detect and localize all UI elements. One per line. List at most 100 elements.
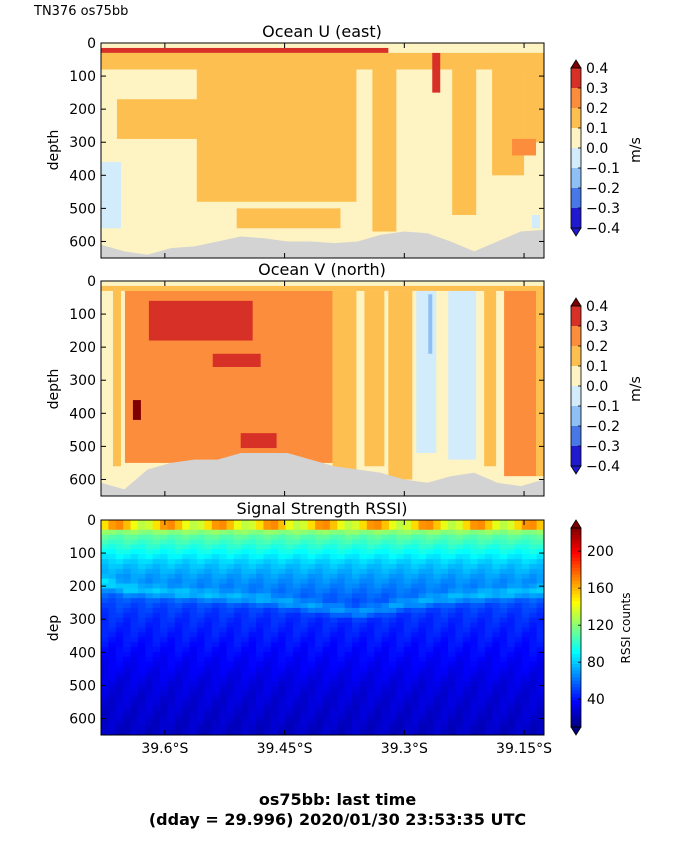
rssi-cell [425,529,434,536]
rssi-cell [440,695,449,702]
rssi-cell [388,559,397,565]
rssi-cell [189,520,198,526]
rssi-cell [241,730,250,735]
rssi-cell [123,676,132,682]
rssi-cell [381,642,390,648]
rssi-cell [278,617,287,624]
rssi-cell [278,583,287,590]
rssi-cell [359,622,368,629]
rssi-cell [270,725,279,731]
rssi-cell [381,681,390,687]
colorbar-label: m/s [628,376,644,402]
rssi-cell [292,720,301,726]
rssi-cell [418,544,427,550]
rssi-cell [514,647,523,653]
rssi-cell [115,578,124,585]
rssi-cell [455,573,464,580]
rssi-cell [477,563,486,570]
chart-title: Ocean V (north) [258,260,386,279]
rssi-cell [233,534,242,541]
rssi-cell [108,593,117,599]
rssi-cell [256,583,265,590]
rssi-cell [462,725,471,731]
rssi-cell [233,559,242,565]
rssi-cell [292,524,301,531]
rssi-cell [359,661,368,668]
rssi-cell [211,622,220,629]
rssi-cell [418,598,427,604]
rssi-cell [418,568,427,575]
rssi-cell [477,598,486,604]
rssi-cell [337,686,346,692]
rssi-cell [484,559,493,565]
rssi-cell [514,710,523,717]
rssi-cell [477,617,486,624]
rssi-cell [152,549,161,555]
rssi-cell [462,578,471,585]
rssi-cell [137,656,146,663]
rssi-cell [123,642,132,648]
rssi-cell [123,583,132,590]
rssi-cell [536,700,544,707]
rssi-cell [270,686,279,692]
rssi-cell [329,603,338,609]
rssi-cell [484,573,493,580]
rssi-cell [256,578,265,585]
rssi-cell [329,563,338,570]
rssi-cell [396,730,405,735]
rssi-cell [448,559,456,565]
rssi-cell [226,651,235,658]
rssi-cell [256,700,265,707]
rssi-cell [211,691,220,697]
rssi-cell [263,529,272,536]
rssi-cell [337,617,346,624]
rssi-cell [322,544,331,550]
rssi-cell [322,637,331,643]
rssi-cell [307,700,316,707]
rssi-cell [433,671,442,677]
rssi-cell [374,730,383,735]
rssi-cell [470,539,479,546]
rssi-cell [381,730,390,735]
rssi-cell [152,573,161,580]
rssi-cell [152,647,161,653]
rssi-cell [167,617,176,624]
rssi-cell [167,598,176,604]
rssi-cell [536,720,544,726]
rssi-cell [492,695,501,702]
rssi-cell [196,529,205,536]
rssi-cell [196,642,205,648]
colorbar-segment [571,604,581,608]
rssi-cell [396,725,405,731]
rssi-cell [514,539,523,546]
rssi-cell [263,607,272,614]
rssi-cell [219,549,228,555]
chart-title: Ocean U (east) [262,22,382,41]
rssi-cell [507,715,516,721]
rssi-cell [241,554,250,560]
rssi-cell [322,578,331,585]
rssi-cell [211,661,220,668]
rssi-cell [233,671,242,677]
rssi-cell [381,534,390,541]
rssi-cell [322,573,331,580]
rssi-cell [152,725,161,731]
rssi-cell [418,583,427,590]
rssi-cell [182,695,191,702]
rssi-cell [359,544,368,550]
rssi-cell [462,617,471,624]
rssi-cell [233,661,242,668]
rssi-cell [359,588,368,594]
rssi-cell [137,651,146,658]
rssi-cell [344,520,353,526]
rssi-cell [174,554,183,560]
rssi-cell [270,559,279,565]
rssi-cell [477,671,486,677]
rssi-cell [396,534,405,541]
rssi-cell [182,705,191,712]
rssi-cell [226,710,235,717]
rssi-cell [499,632,508,638]
rssi-cell [411,544,420,550]
rssi-cell [160,568,169,575]
rssi-cell [396,520,405,526]
